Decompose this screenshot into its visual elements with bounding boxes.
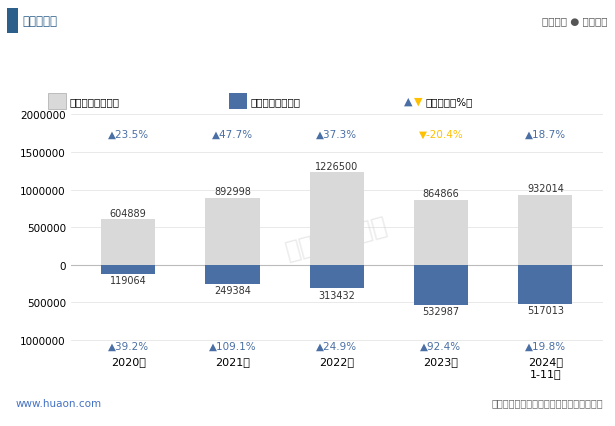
Bar [229, 94, 247, 109]
Text: 1226500: 1226500 [315, 162, 359, 172]
Bar [518, 195, 573, 265]
Text: 出口额（万美元）: 出口额（万美元） [69, 97, 119, 107]
Text: ▲109.1%: ▲109.1% [208, 341, 256, 351]
Text: 数据来源：中国海关，华经产业研究院整理: 数据来源：中国海关，华经产业研究院整理 [491, 397, 603, 408]
Text: ▲18.7%: ▲18.7% [525, 130, 566, 140]
Bar [309, 265, 364, 289]
Text: 华经产业研究院: 华经产业研究院 [283, 213, 391, 263]
Bar [414, 265, 468, 305]
Text: ▲37.3%: ▲37.3% [316, 130, 357, 140]
Text: 进口额（万美元）: 进口额（万美元） [250, 97, 300, 107]
Text: ▲24.9%: ▲24.9% [316, 341, 357, 351]
FancyBboxPatch shape [7, 9, 18, 34]
Text: ▲92.4%: ▲92.4% [421, 341, 462, 351]
Bar [309, 173, 364, 265]
Text: 同比增长（%）: 同比增长（%） [426, 97, 473, 107]
Text: 604889: 604889 [109, 208, 146, 219]
Bar [414, 200, 468, 265]
Text: 专业严谨 ● 客观科学: 专业严谨 ● 客观科学 [542, 17, 608, 26]
Text: 932014: 932014 [527, 184, 564, 194]
Text: 249384: 249384 [214, 285, 251, 295]
Bar [205, 265, 260, 284]
Text: 华经情报网: 华经情报网 [22, 15, 57, 28]
Text: ▲23.5%: ▲23.5% [108, 130, 149, 140]
Text: 2020-2024年11月赣州市商品收发货人所在地进、出口额: 2020-2024年11月赣州市商品收发货人所在地进、出口额 [145, 59, 470, 77]
Bar [48, 94, 66, 109]
Text: 864866: 864866 [423, 189, 459, 199]
Bar [101, 265, 155, 274]
Text: 119064: 119064 [109, 276, 146, 285]
Text: ▲47.7%: ▲47.7% [212, 130, 253, 140]
Text: ▼: ▼ [415, 97, 423, 107]
Text: 313432: 313432 [319, 290, 355, 300]
Bar [205, 198, 260, 265]
Text: ▼-20.4%: ▼-20.4% [419, 130, 463, 140]
Text: ▲39.2%: ▲39.2% [108, 341, 149, 351]
Text: 892998: 892998 [214, 187, 251, 197]
Bar [101, 220, 155, 265]
Text: 532987: 532987 [423, 306, 459, 317]
Text: 517013: 517013 [527, 305, 564, 315]
Bar [518, 265, 573, 304]
Text: www.huaon.com: www.huaon.com [15, 397, 101, 408]
Text: ▲: ▲ [404, 97, 413, 107]
Text: ▲19.8%: ▲19.8% [525, 341, 566, 351]
